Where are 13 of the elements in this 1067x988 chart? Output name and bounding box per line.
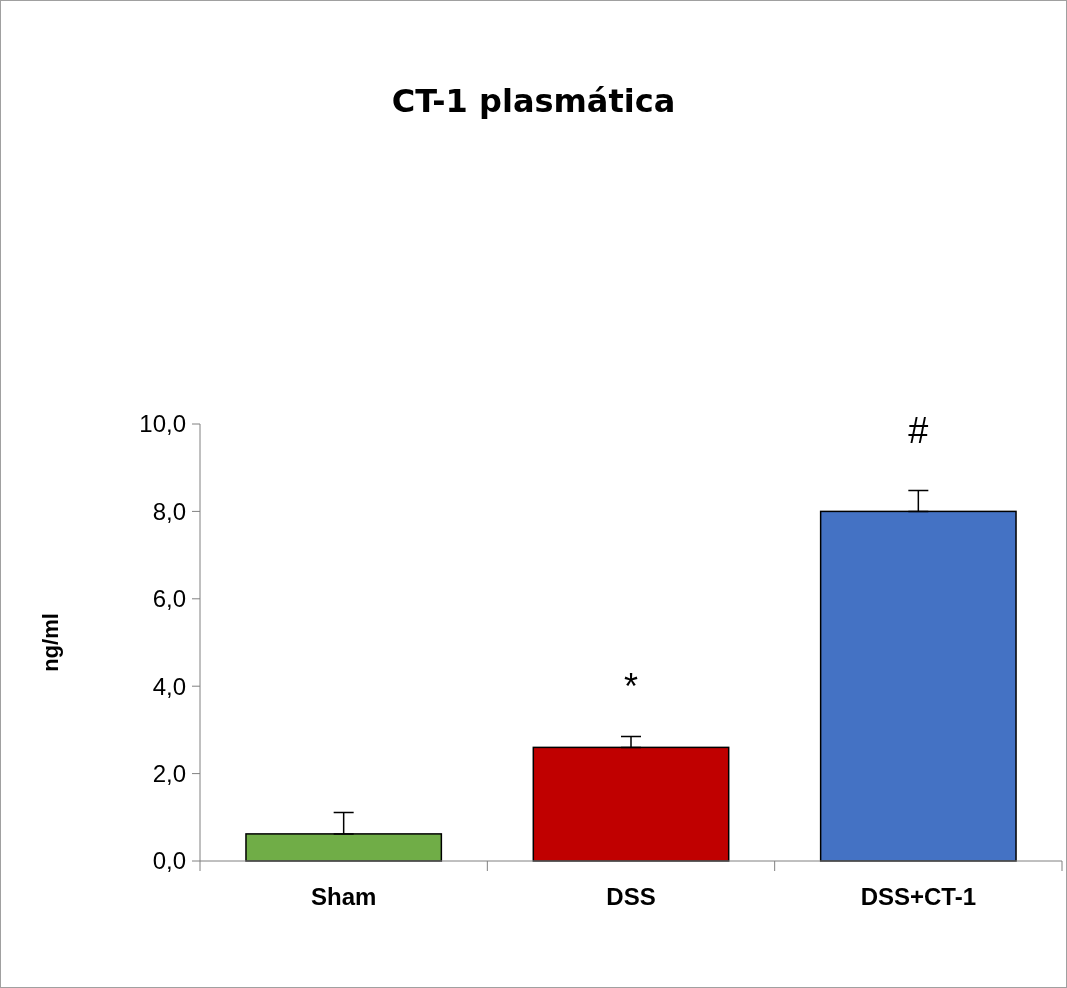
y-tick-label: 4,0 xyxy=(152,672,186,700)
x-tick-label: DSS xyxy=(606,883,656,910)
annotation: # xyxy=(908,409,929,451)
x-tick-label: DSS+CT-1 xyxy=(860,883,977,910)
y-tick-label: 10,0 xyxy=(139,410,186,438)
chart-title: CT-1 plasmática xyxy=(391,82,676,120)
y-tick-label: 0,0 xyxy=(152,847,186,875)
y-axis-title: ng/ml xyxy=(38,613,63,672)
y-tick-label: 2,0 xyxy=(152,760,186,787)
y-tick-label: 8,0 xyxy=(152,497,186,525)
annotation: * xyxy=(623,665,639,707)
x-tick-label: Sham xyxy=(310,883,377,910)
y-tick-label: 6,0 xyxy=(152,585,186,613)
